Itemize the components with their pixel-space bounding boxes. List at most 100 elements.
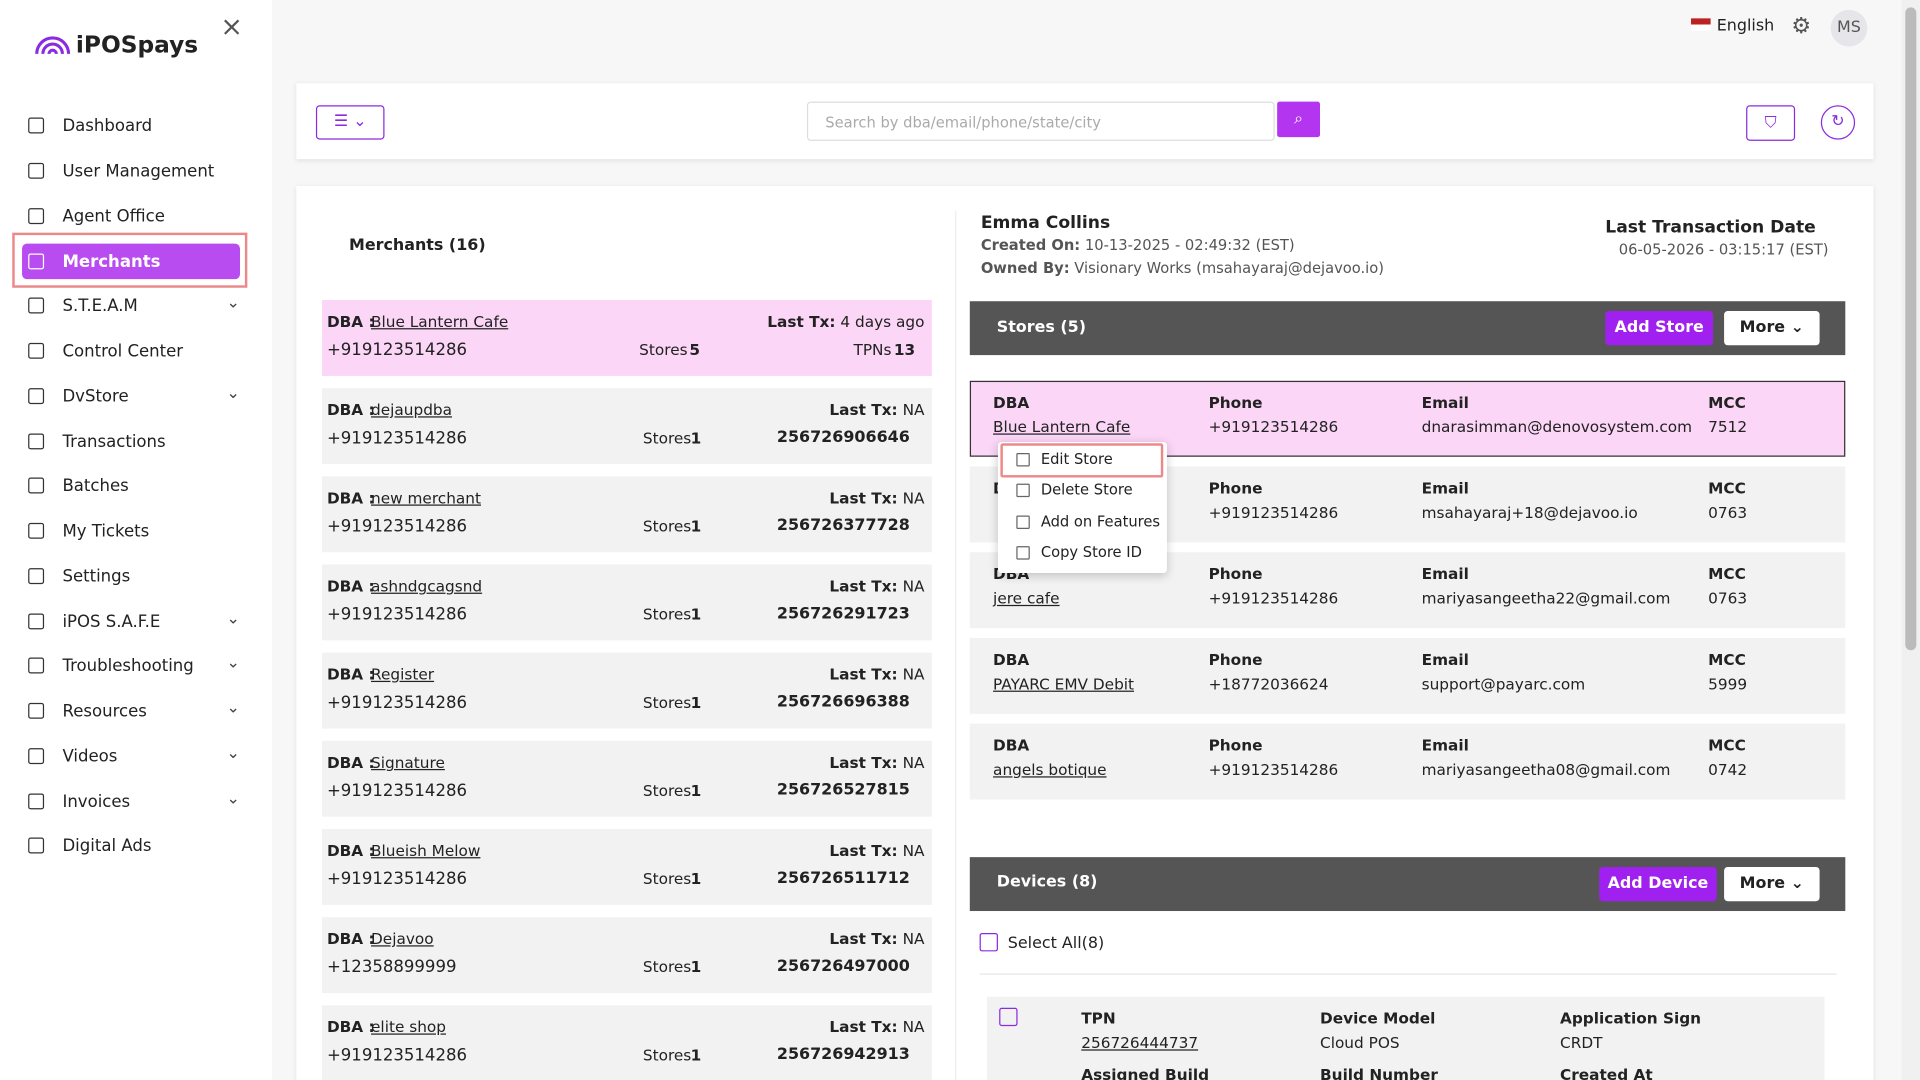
merchant-card[interactable]	[322, 917, 932, 994]
nav-item[interactable]: Batches	[62, 476, 129, 496]
merchant-dba[interactable]: ashndgcagsnd	[371, 576, 483, 596]
language[interactable]: English	[1691, 17, 1774, 36]
merchant-card[interactable]	[322, 652, 932, 729]
store-mcc: 0763	[1708, 503, 1748, 522]
nav-item[interactable]: Videos	[62, 746, 118, 767]
nav-icon	[28, 702, 45, 719]
dba-label: DBA :	[326, 400, 375, 419]
device-checkbox[interactable]	[999, 1007, 1018, 1027]
store-card[interactable]	[969, 723, 1846, 800]
store-dba[interactable]: Blue Lantern Cafe	[993, 417, 1131, 436]
merchant-dba[interactable]: elite shop	[371, 1017, 446, 1036]
nav-item[interactable]: Settings	[62, 566, 131, 587]
nav-item[interactable]: DvStore	[62, 386, 129, 407]
store-card[interactable]	[969, 637, 1846, 714]
logo: iPOSpays	[75, 31, 199, 59]
view-toggle[interactable]: ☰ ⌄	[315, 105, 385, 140]
store-menu	[997, 442, 1167, 574]
merchant-card[interactable]	[322, 564, 932, 641]
stores-count: 1	[690, 1045, 702, 1065]
merchant-card[interactable]	[322, 476, 932, 553]
owned-label: Owned By:	[980, 259, 1070, 277]
store-dba[interactable]: angels botique	[993, 760, 1107, 779]
nav-item[interactable]: Digital Ads	[62, 836, 152, 856]
merchant-card[interactable]	[322, 740, 932, 817]
select-all-checkbox[interactable]	[979, 933, 998, 952]
last-tx-label: Last Tx:	[829, 488, 898, 507]
merchant-dba[interactable]: dejaupdba	[371, 400, 453, 419]
merchant-card[interactable]	[322, 828, 932, 905]
stores-label: Stores	[642, 604, 692, 624]
store-mcc: 0742	[1708, 760, 1748, 779]
nav-item[interactable]: Dashboard	[62, 116, 153, 136]
search-input[interactable]: Search by dba/email/phone/state/city	[806, 101, 1275, 141]
filter-button[interactable]: ⛉	[1746, 105, 1796, 141]
merchant-card[interactable]	[322, 388, 932, 465]
store-card[interactable]	[969, 380, 1846, 457]
settings-icon[interactable]: ⚙	[1791, 13, 1812, 40]
tpns-count: 13	[893, 340, 916, 359]
menu-item[interactable]: Edit Store	[1040, 450, 1113, 468]
avatar[interactable]: MS	[1830, 9, 1868, 47]
merchant-dba[interactable]: new merchant	[371, 488, 482, 507]
nav-chevron: ⌄	[226, 699, 240, 718]
nav-item[interactable]: Resources	[62, 701, 147, 722]
merchant-dba[interactable]: Blue Lantern Cafe	[371, 312, 509, 331]
stores-label: Stores	[642, 516, 692, 536]
nav-item[interactable]: Invoices	[62, 792, 131, 812]
close-button[interactable]: ×	[220, 12, 243, 43]
merchant-card[interactable]	[322, 300, 932, 376]
device-column-header: Build Number	[1320, 1065, 1438, 1080]
merchant-tpn: 256726377728	[776, 516, 910, 536]
add-device-button[interactable]: Add Device	[1599, 866, 1717, 902]
last-tx-value: NA	[902, 841, 925, 860]
menu-item[interactable]: Add on Features	[1040, 512, 1161, 530]
last-tx-label: Last Tx:	[829, 1017, 898, 1036]
nav-item[interactable]: Transactions	[62, 432, 166, 452]
last-tx-title: Last Transaction Date	[1605, 217, 1816, 238]
nav-chevron: ⌄	[226, 609, 240, 629]
nav-icon	[28, 162, 45, 179]
owned-by: Owned By: Visionary Works (msahayaraj@de…	[981, 260, 1384, 277]
last-tx: Last Tx: NA	[829, 577, 924, 595]
nav-icon	[28, 297, 45, 314]
nav-item[interactable]: My Tickets	[62, 521, 150, 542]
search-button[interactable]: ⌕	[1277, 101, 1321, 138]
merchant-tpn: 256726906646	[776, 428, 910, 447]
stores-more-button[interactable]: More ⌄	[1724, 311, 1820, 346]
nav-item[interactable]: Agent Office	[62, 206, 165, 227]
add-store-button[interactable]: Add Store	[1605, 311, 1714, 346]
stores-count: 5	[689, 340, 701, 359]
merchant-dba[interactable]: Blueish Melow	[371, 841, 481, 860]
refresh-button[interactable]: ↻	[1820, 105, 1856, 140]
merchant-card[interactable]	[322, 1005, 932, 1080]
merchant-phone: +919123514286	[326, 516, 468, 537]
last-tx-value: 4 days ago	[840, 312, 925, 331]
last-tx-label: Last Tx:	[829, 929, 898, 948]
menu-item[interactable]: Copy Store ID	[1040, 543, 1142, 561]
nav-item[interactable]: iPOS S.A.F.E	[62, 612, 161, 632]
merchant-dba[interactable]: Dejavoo	[371, 929, 434, 948]
merchant-tpn: 256726696388	[776, 693, 910, 712]
last-tx-label: Last Tx:	[829, 664, 898, 684]
device-model: Cloud POS	[1320, 1033, 1400, 1052]
menu-item[interactable]: Delete Store	[1040, 481, 1133, 499]
device-tpn[interactable]: 256726444737	[1081, 1033, 1199, 1052]
separator	[979, 973, 1837, 975]
devices-title: Devices (8)	[996, 873, 1098, 892]
sidebar	[0, 0, 272, 1080]
nav-item[interactable]: Control Center	[62, 341, 184, 362]
devices-more-button[interactable]: More ⌄	[1724, 866, 1820, 902]
last-tx-value: NA	[902, 1017, 925, 1036]
store-dba[interactable]: PAYARC EMV Debit	[993, 674, 1135, 694]
device-column-header: Created At	[1560, 1065, 1653, 1080]
merchant-dba[interactable]: Register	[371, 664, 435, 684]
nav-item[interactable]: S.T.E.A.M	[62, 296, 138, 316]
store-column-header: MCC	[1708, 393, 1746, 412]
merchant-dba[interactable]: Signature	[371, 753, 445, 772]
nav-item[interactable]: Merchants	[62, 252, 161, 272]
store-dba[interactable]: jere cafe	[993, 588, 1060, 608]
menu-icon	[1016, 453, 1030, 467]
nav-item[interactable]: User Management	[62, 161, 215, 182]
nav-item[interactable]: Troubleshooting	[62, 656, 194, 676]
